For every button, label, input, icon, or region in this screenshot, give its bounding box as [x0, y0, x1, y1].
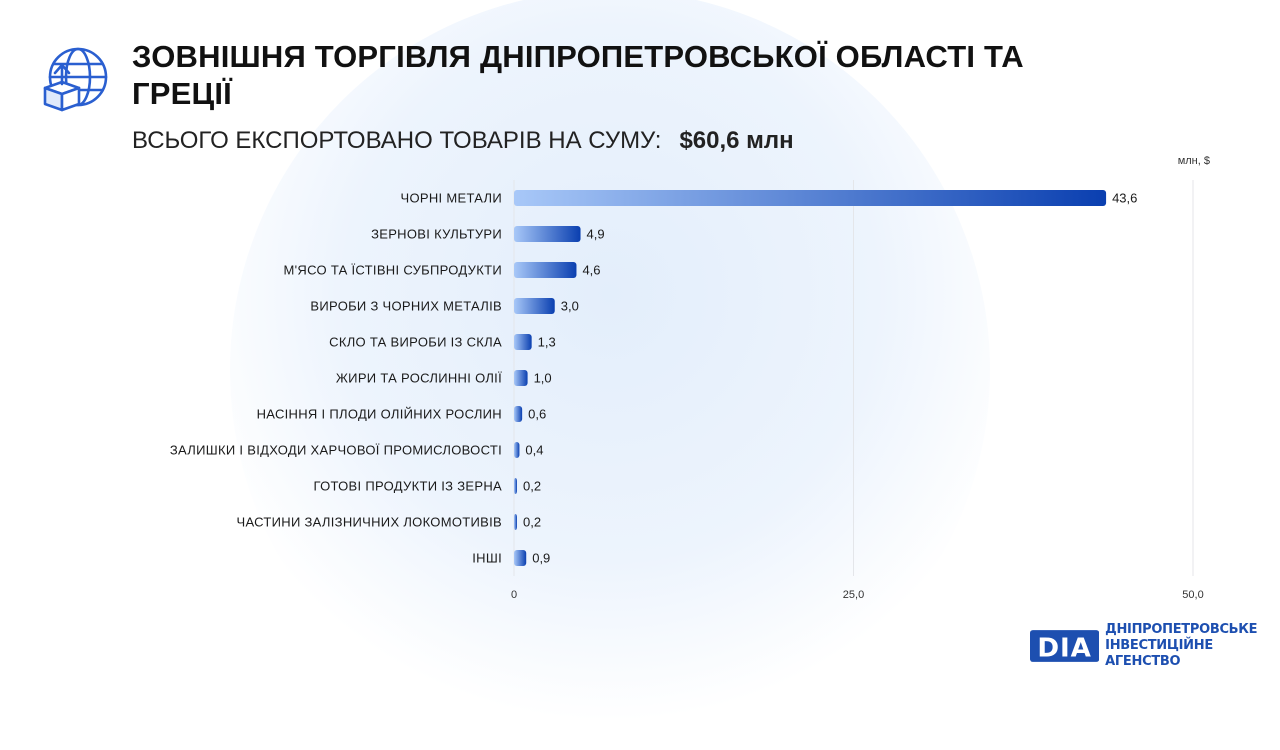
globe-export-box-icon	[43, 47, 108, 112]
category-label: ВИРОБИ З ЧОРНИХ МЕТАЛІВ	[310, 299, 502, 314]
brand-name-line-2: ІНВЕСТИЦІЙНЕ АГЕНСТВО	[1105, 638, 1213, 669]
bar	[514, 226, 581, 242]
category-label: СКЛО ТА ВИРОБИ ІЗ СКЛА	[329, 335, 502, 350]
x-tick-label: 25,0	[843, 589, 864, 601]
x-tick-label: 0	[511, 589, 517, 601]
bar	[514, 442, 520, 458]
category-label: ІНШІ	[472, 551, 502, 566]
bar	[514, 262, 577, 278]
value-label: 0,4	[525, 443, 543, 458]
value-label: 1,3	[538, 335, 556, 350]
value-label: 0,6	[528, 407, 546, 422]
brand-name-line-1: ДНІПРОПЕТРОВСЬКЕ	[1105, 622, 1258, 637]
export-total-line: ВСЬОГО ЕКСПОРТОВАНО ТОВАРІВ НА СУМУ: $60,…	[132, 126, 794, 156]
page-title: ЗОВНІШНЯ ТОРГІВЛЯ ДНІПРОПЕТРОВСЬКОЇ ОБЛА…	[132, 39, 1024, 111]
category-label: НАСІННЯ І ПЛОДИ ОЛІЙНИХ РОСЛИН	[257, 407, 502, 422]
value-label: 0,2	[523, 479, 541, 494]
bar	[514, 334, 532, 350]
value-label: 0,2	[523, 515, 541, 530]
bar	[514, 370, 528, 386]
value-label: 43,6	[1112, 191, 1137, 206]
category-label: ЗЕРНОВІ КУЛЬТУРИ	[371, 227, 502, 242]
value-label: 1,0	[534, 371, 552, 386]
dia-logo-text: DIA	[1037, 633, 1092, 663]
export-bar-chart: 0 25,0 50,0 ЧОРНІ МЕТАЛИ 43,6 ЗЕРНОВІ КУЛЬТУР…	[170, 180, 1204, 601]
category-label: ЧОРНІ МЕТАЛИ	[401, 191, 503, 206]
category-label: ЖИРИ ТА РОСЛИННІ ОЛІЇ	[336, 371, 502, 386]
bar	[514, 478, 517, 494]
dia-logo-mark: DIA	[1030, 630, 1100, 663]
bar	[514, 190, 1107, 206]
export-total-label: ВСЬОГО ЕКСПОРТОВАНО ТОВАРІВ НА СУМУ:	[132, 127, 662, 154]
unit-label: млн, $	[1177, 155, 1210, 167]
brand-logo: DIA ДНІПРОПЕТРОВСЬКЕ ІНВЕСТИЦІЙНЕ АГЕНСТ…	[1030, 622, 1280, 669]
brand-name: ДНІПРОПЕТРОВСЬКЕ ІНВЕСТИЦІЙНЕ АГЕНСТВО	[1105, 622, 1280, 670]
background-glow	[230, 0, 990, 750]
x-tick-label: 50,0	[1182, 589, 1203, 601]
bar	[514, 550, 527, 566]
bar	[514, 298, 555, 314]
category-label: ЧАСТИНИ ЗАЛІЗНИЧНИХ ЛОКОМОТИВІВ	[236, 515, 502, 530]
value-label: 4,6	[582, 263, 600, 278]
category-label: ЗАЛИШКИ І ВІДХОДИ ХАРЧОВОЇ ПРОМИСЛОВОСТІ	[170, 443, 502, 458]
export-total-value: $60,6 млн	[679, 127, 794, 154]
category-label: М'ЯСО ТА ЇСТІВНІ СУБПРОДУКТИ	[284, 263, 503, 278]
value-label: 0,9	[532, 551, 550, 566]
bar	[514, 514, 517, 530]
value-label: 4,9	[587, 227, 605, 242]
category-label: ГОТОВІ ПРОДУКТИ ІЗ ЗЕРНА	[313, 479, 502, 494]
value-label: 3,0	[561, 299, 579, 314]
bar	[514, 406, 523, 422]
